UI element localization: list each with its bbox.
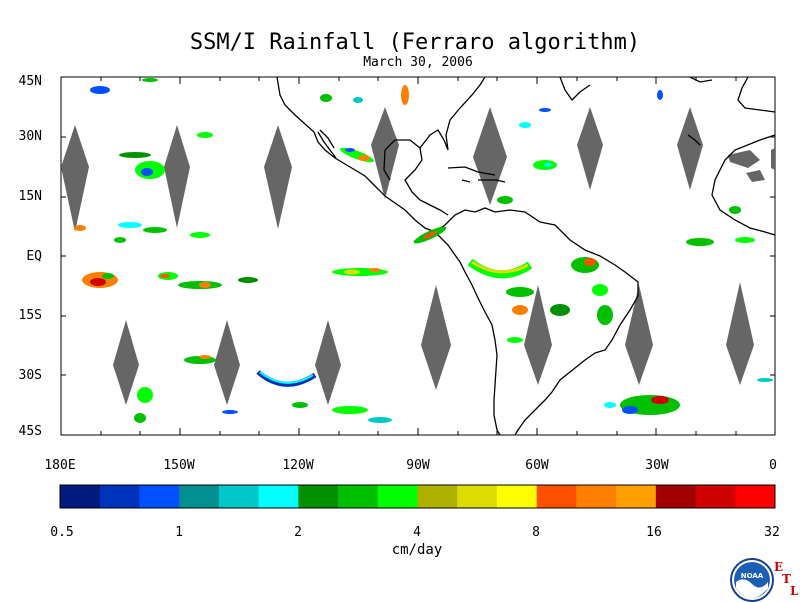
- lat-label-15s: 15S: [18, 308, 42, 323]
- colorbar-swatch: [99, 485, 140, 508]
- colorbar: [59, 484, 776, 509]
- colorbar-label-1: 1: [175, 525, 183, 540]
- lat-label-30s: 30S: [18, 368, 42, 383]
- colorbar-label-16: 16: [646, 525, 662, 540]
- colorbar-swatch: [258, 485, 299, 508]
- lab-letter-l: L: [790, 584, 799, 598]
- lon-label-0: 0: [769, 458, 777, 473]
- colorbar-label-2: 2: [294, 525, 302, 540]
- map-date: March 30, 2006: [363, 55, 473, 70]
- noaa-logo: NOAA: [730, 558, 774, 602]
- lon-label-60w: 60W: [525, 458, 549, 473]
- lon-label-120w: 120W: [282, 458, 314, 473]
- lat-label-15n: 15N: [18, 189, 42, 204]
- colorbar-label-0-5: 0.5: [50, 525, 74, 540]
- colorbar-swatch: [338, 485, 379, 508]
- map-ticks: [61, 76, 775, 436]
- colorbar-border: [59, 484, 776, 509]
- lab-letter-t: T: [782, 572, 791, 586]
- colorbar-swatch: [218, 485, 260, 508]
- colorbar-label-32: 32: [764, 525, 780, 540]
- colorbar-swatch: [60, 485, 101, 508]
- rainfall-features: [74, 78, 773, 423]
- colorbar-swatch: [616, 485, 657, 508]
- lon-label-90w: 90W: [406, 458, 430, 473]
- coastlines: [276, 76, 776, 436]
- colorbar-label-4: 4: [413, 525, 421, 540]
- colorbar-swatch: [377, 485, 418, 508]
- map-frame: [60, 76, 776, 436]
- colorbar-swatch: [576, 485, 617, 508]
- lab-letter-e: E: [774, 560, 784, 574]
- lat-label-45n: 45N: [18, 74, 42, 89]
- colorbar-swatch: [735, 485, 776, 508]
- lat-label-eq: EQ: [26, 249, 42, 264]
- colorbar-swatch: [179, 485, 220, 508]
- colorbar-swatch: [695, 485, 736, 508]
- colorbar-swatch: [417, 485, 458, 508]
- lon-label-180e: 180E: [44, 458, 76, 473]
- colorbar-swatch: [496, 485, 538, 508]
- colorbar-units: cm/day: [391, 542, 443, 558]
- noaa-logo-text: NOAA: [741, 572, 764, 580]
- map-title: SSM/I Rainfall (Ferraro algorithm): [189, 30, 641, 55]
- colorbar-swatch: [298, 485, 339, 508]
- lon-label-150w: 150W: [163, 458, 195, 473]
- lat-label-30n: 30N: [18, 129, 42, 144]
- colorbar-swatch: [655, 485, 697, 508]
- colorbar-swatch: [139, 485, 180, 508]
- lat-label-45s: 45S: [18, 424, 42, 439]
- colorbar-label-8: 8: [532, 525, 540, 540]
- colorbar-swatch: [457, 485, 498, 508]
- lon-label-30w: 30W: [645, 458, 669, 473]
- colorbar-swatch: [536, 485, 577, 508]
